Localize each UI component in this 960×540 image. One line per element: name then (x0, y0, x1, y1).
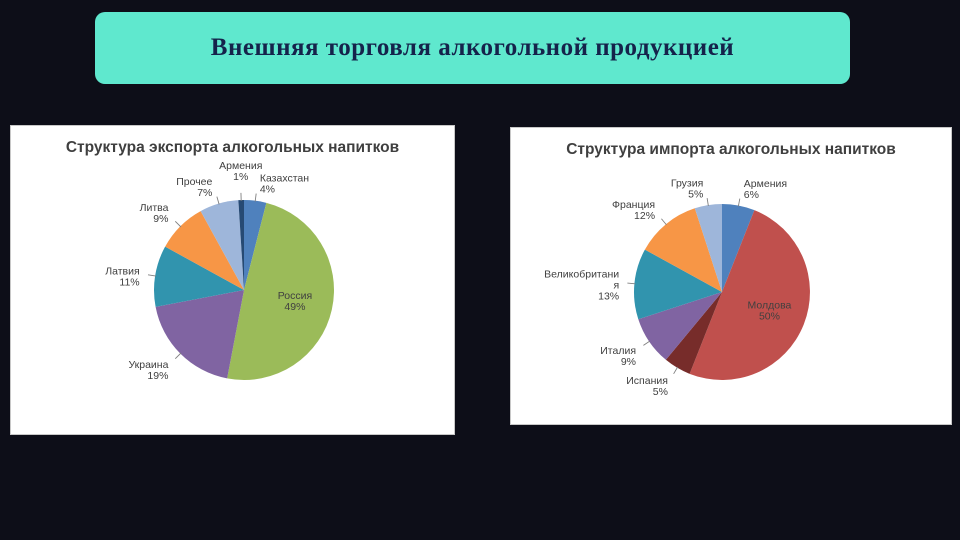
slide-title: Внешняя торговля алкогольной продукцией (210, 34, 735, 61)
pie-label-leader (673, 366, 679, 375)
pie-label: Казахстан 4% (260, 173, 309, 196)
pie-slice (227, 202, 335, 381)
pie-label-leader (737, 198, 741, 207)
pie-label: Испания 5% (626, 375, 668, 398)
pie-label: Великобритани я 13% (544, 269, 619, 303)
pie-slice (665, 292, 722, 374)
pie-slice (165, 211, 244, 291)
pie-slice (722, 204, 755, 293)
pie-slice (634, 249, 722, 320)
pie-slice (154, 246, 244, 308)
pie-label-leader (174, 352, 182, 360)
pie-label-leader (174, 221, 182, 228)
pie-label-leader (147, 274, 157, 277)
pie-slice (244, 200, 267, 291)
pie-label: Латвия 11% (105, 266, 139, 289)
pie-slice (638, 292, 722, 360)
pie-label: Армения 6% (744, 178, 787, 201)
pie-label: Литва 9% (140, 202, 169, 225)
pie-label: Армения 1% (219, 160, 262, 183)
pie-label: Прочее 7% (176, 176, 212, 199)
pie-slice (694, 204, 722, 293)
pie-label-leader (643, 340, 651, 346)
pie-slice (689, 210, 810, 381)
pie-label: Россия 49% (278, 290, 312, 313)
pie-label: Молдова 50% (748, 299, 792, 322)
pie-label-leader (254, 193, 257, 202)
pie-label-leader (661, 218, 667, 226)
pie-label: Грузия 5% (671, 178, 703, 201)
slide-title-banner: Внешняя торговля алкогольной продукцией (95, 12, 850, 84)
export-chart-title: Структура экспорта алкогольных напитков (65, 139, 400, 156)
pie-slice (238, 200, 244, 291)
import-chart-panel: Структура импорта алкогольных напитков А… (510, 127, 952, 425)
export-chart-panel: Структура экспорта алкогольных напитков … (10, 125, 455, 435)
pie-slice (644, 208, 722, 293)
pie-slice (155, 290, 244, 379)
import-chart-title: Структура импорта алкогольных напитков (566, 141, 896, 158)
pie-label-leader (627, 282, 636, 285)
pie-label: Италия 9% (600, 345, 636, 368)
pie-slice (200, 200, 244, 291)
export-pie-chart: Казахстан 4% Россия 49% Украина 19% Латвия 11% Л… (105, 160, 335, 382)
pie-label: Франция 12% (612, 199, 655, 222)
pie-label-leader (216, 196, 220, 205)
import-pie-chart: Армения 6% Молдова 50% Испания 5% Италия 9% Вели… (544, 178, 810, 398)
pie-label-leader (706, 198, 709, 207)
pie-label: Украина 19% (128, 359, 168, 382)
